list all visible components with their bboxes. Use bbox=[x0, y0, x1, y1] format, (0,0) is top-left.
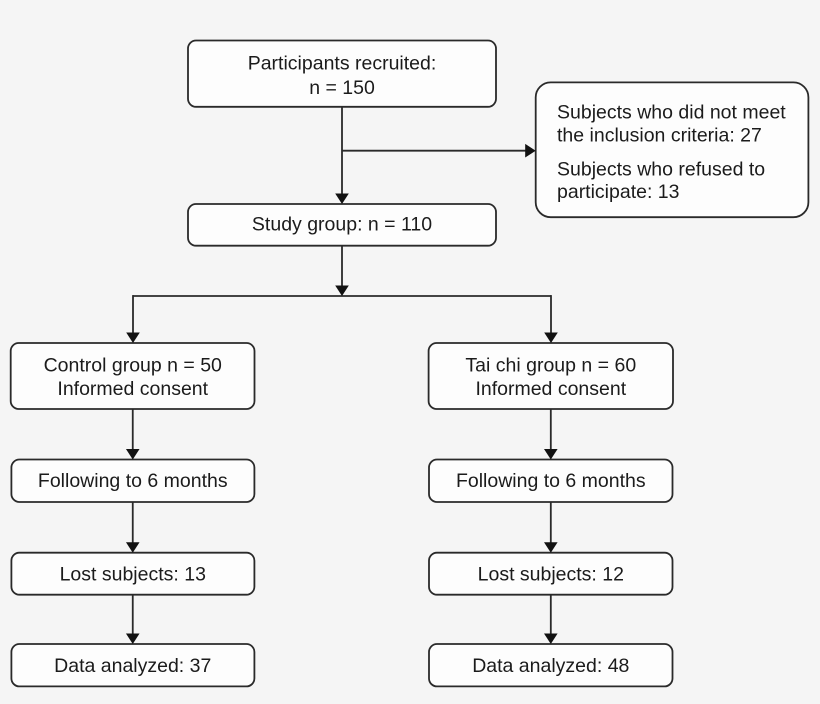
svg-text:Lost subjects: 12: Lost subjects: 12 bbox=[478, 564, 624, 586]
svg-text:n = 150: n = 150 bbox=[309, 77, 375, 99]
svg-text:Subjects who did not meet: Subjects who did not meet bbox=[557, 102, 786, 124]
svg-text:Informed consent: Informed consent bbox=[57, 378, 208, 400]
svg-text:Study group: n = 110: Study group: n = 110 bbox=[252, 214, 432, 236]
svg-text:Subjects who refused to: Subjects who refused to bbox=[557, 158, 765, 180]
svg-text:Following to 6 months: Following to 6 months bbox=[456, 470, 646, 492]
svg-text:Following to 6 months: Following to 6 months bbox=[38, 470, 228, 492]
svg-text:Data analyzed: 37: Data analyzed: 37 bbox=[54, 655, 211, 677]
svg-text:the inclusion criteria: 27: the inclusion criteria: 27 bbox=[557, 124, 762, 146]
svg-text:Control group n = 50: Control group n = 50 bbox=[44, 355, 222, 377]
svg-text:participate: 13: participate: 13 bbox=[557, 181, 680, 203]
svg-text:Lost subjects: 13: Lost subjects: 13 bbox=[60, 564, 206, 586]
svg-text:Informed consent: Informed consent bbox=[475, 378, 626, 400]
svg-text:Tai chi group n = 60: Tai chi group n = 60 bbox=[465, 355, 636, 377]
svg-text:Participants recruited:: Participants recruited: bbox=[248, 53, 437, 75]
svg-text:Data analyzed: 48: Data analyzed: 48 bbox=[472, 655, 629, 677]
